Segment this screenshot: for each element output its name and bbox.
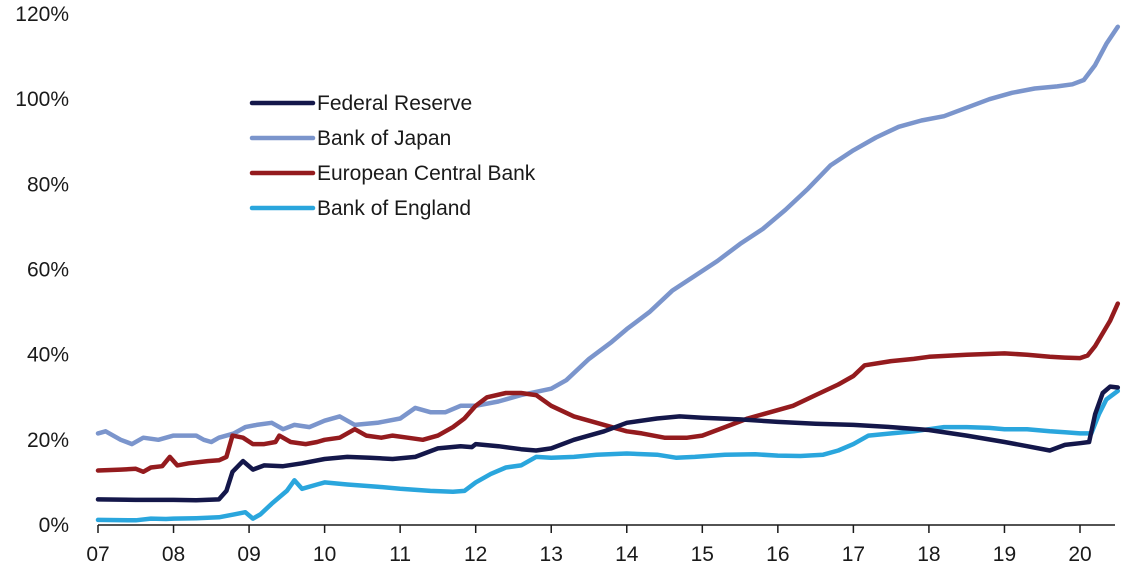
x-tick-label: 14	[615, 543, 639, 566]
x-tick-label: 13	[540, 543, 563, 566]
legend-label: Bank of England	[317, 197, 471, 220]
x-tick-label: 11	[389, 543, 411, 566]
legend-label: European Central Bank	[317, 162, 536, 185]
x-tick-label: 12	[464, 543, 487, 566]
series-line-european-central-bank	[95, 301, 1121, 475]
x-tick-label: 07	[86, 543, 109, 566]
y-tick-label: 0%	[39, 514, 69, 537]
x-tick-label: 18	[917, 543, 940, 566]
x-tick-label: 08	[162, 543, 185, 566]
legend-label: Federal Reserve	[317, 92, 472, 115]
legend-label: Bank of Japan	[317, 127, 451, 150]
x-tick-label: 20	[1068, 543, 1091, 566]
y-tick-label: 80%	[27, 173, 69, 196]
y-tick-label: 60%	[27, 259, 69, 282]
x-tick-label: 16	[766, 543, 789, 566]
series-line-bank-of-japan	[95, 24, 1121, 447]
y-tick-label: 40%	[27, 344, 69, 367]
series-line-bank-of-england	[95, 388, 1121, 523]
x-tick-label: 15	[691, 543, 714, 566]
y-axis-ticks: 0% 20% 40% 60% 80% 100% 120%	[15, 3, 69, 537]
y-tick-label: 100%	[15, 88, 69, 111]
series-lines	[95, 24, 1121, 523]
series-line-federal-reserve	[95, 384, 1121, 503]
y-tick-label: 120%	[15, 3, 69, 26]
y-tick-label: 20%	[27, 429, 69, 452]
x-tick-label: 17	[842, 543, 865, 566]
legend: Federal Reserve Bank of Japan European Cen…	[249, 92, 536, 220]
x-tick-label: 19	[993, 543, 1016, 566]
x-axis-ticks: 07 08 09 10 11 12 13 14 15 16 17 18 19 20	[86, 525, 1092, 566]
x-tick-label: 10	[313, 543, 336, 566]
x-tick-label: 09	[237, 543, 260, 566]
